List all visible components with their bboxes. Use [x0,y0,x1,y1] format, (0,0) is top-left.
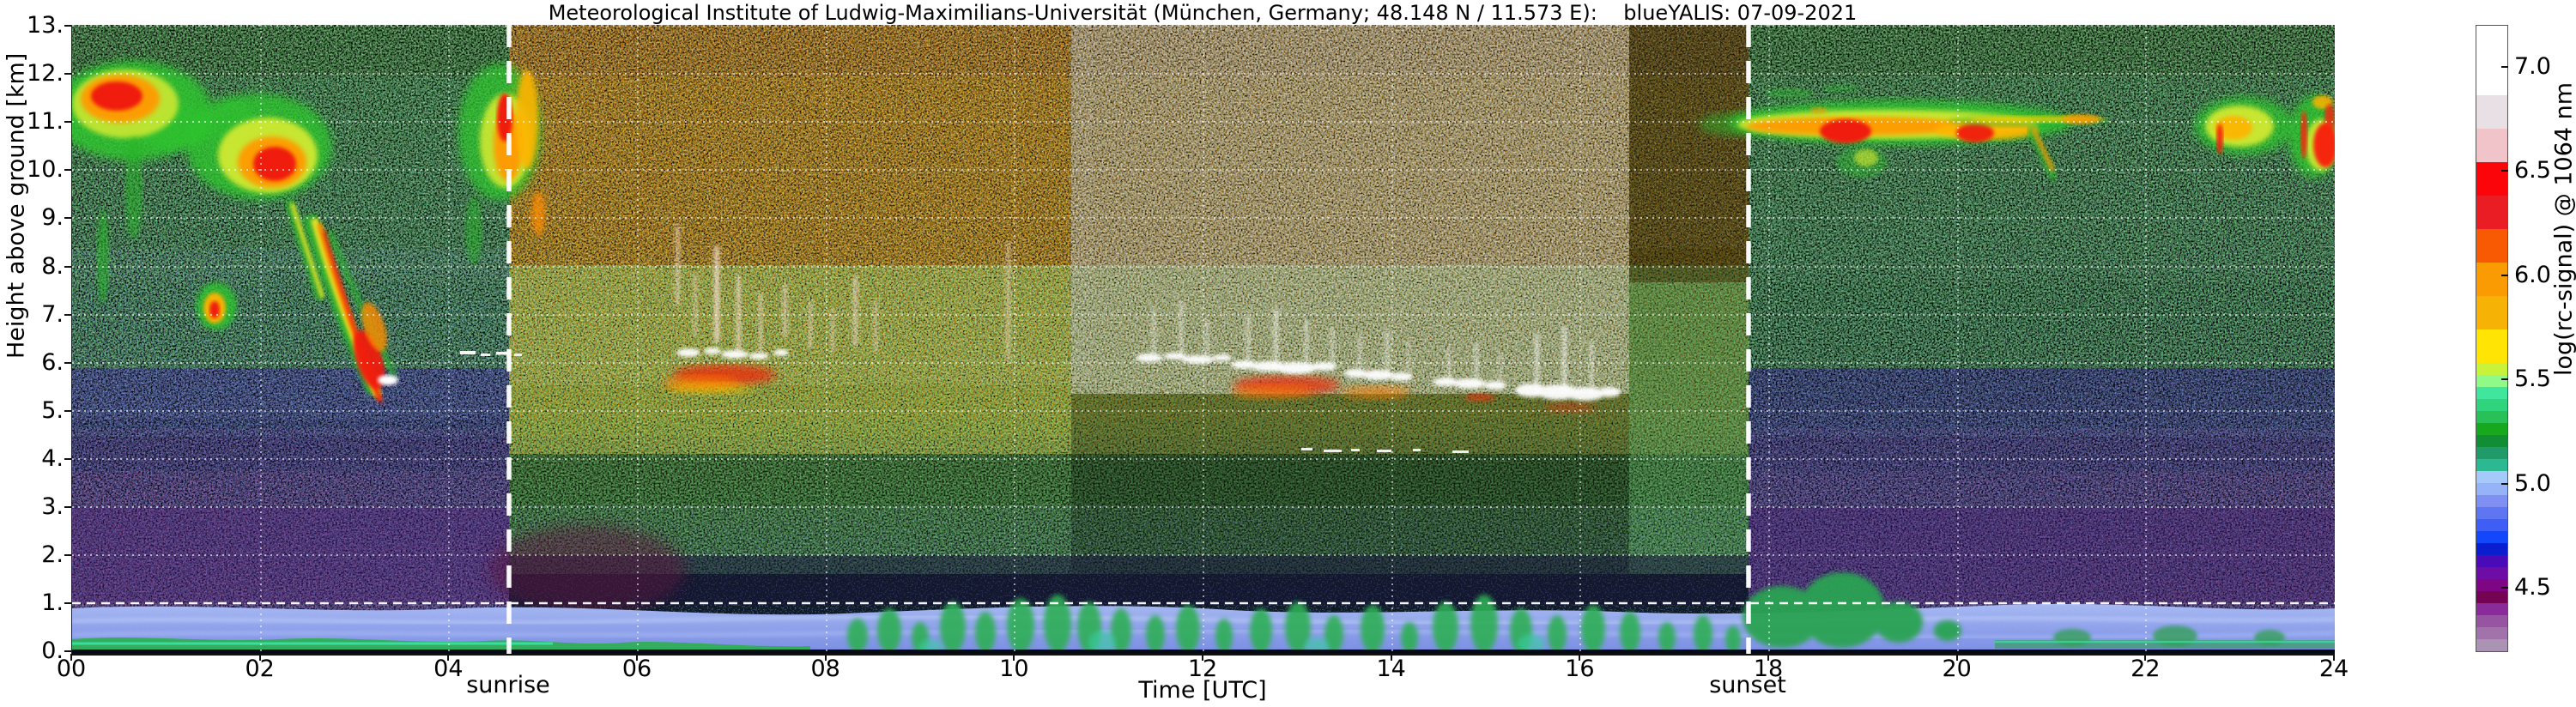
sunrise-label: sunrise [466,672,550,698]
colorbar-segment [2476,263,2507,296]
x-axis-label: Time [UTC] [1138,677,1267,704]
colorbar-segment [2476,543,2507,555]
heatmap-plot-area [53,25,2340,656]
y-tick-mark [64,25,71,27]
colorbar-tick-label: 5.5 [2514,366,2551,393]
colorbar-segment [2476,579,2507,591]
sunset-label: sunset [1709,672,1786,698]
y-tick-mark [64,313,71,316]
y-tick-mark [64,73,71,76]
y-tick-mark [64,361,71,364]
x-tick-mark [1579,654,1581,661]
colorbar-segment [2476,129,2507,162]
y-tick-label: 10. [27,156,64,184]
x-tick-mark [2144,654,2147,661]
colorbar-segment [2476,555,2507,567]
y-tick-label: 0. [41,638,64,664]
y-tick-mark [64,601,71,604]
colorbar-segment [2476,615,2507,627]
colorbar-segment [2476,531,2507,543]
y-tick-label: 5. [41,396,64,424]
y-tick-label: 8. [41,252,64,280]
colorbar-segment [2476,26,2507,95]
y-tick-mark [64,265,71,268]
y-tick-label: 9. [41,204,64,232]
x-tick-mark [1202,654,1203,661]
y-tick-mark [64,217,71,220]
y-tick-mark [64,457,71,460]
x-tick-mark [1013,654,1015,661]
colorbar-tick-label: 5.0 [2514,469,2551,497]
y-tick-mark [64,650,71,652]
colorbar-tick-mark [2501,482,2508,485]
colorbar-segment [2476,639,2507,651]
colorbar-segment [2476,483,2507,495]
colorbar-segment [2476,471,2507,483]
colorbar-segment [2476,196,2507,229]
y-tick-mark [64,505,71,508]
colorbar-tick-mark [2501,65,2508,68]
y-tick-mark [64,121,71,124]
colorbar-segment [2476,627,2507,639]
colorbar-tick-mark [2501,170,2508,172]
colorbar-segment [2476,435,2507,447]
colorbar-segment [2476,447,2507,459]
colorbar-tick-mark [2501,378,2508,381]
y-tick-label: 1. [41,589,64,616]
y-tick-label: 11. [27,108,64,136]
colorbar-tick-mark [2501,587,2508,589]
colorbar-segment [2476,229,2507,263]
colorbar-segment [2476,387,2507,399]
colorbar-segment [2476,507,2507,519]
colorbar-tick-label: 6.5 [2514,157,2551,184]
colorbar-segment [2476,495,2507,507]
lidar-heatmap [53,25,2340,656]
colorbar-segment [2476,411,2507,423]
colorbar-segment [2476,459,2507,471]
colorbar-segment [2476,375,2507,387]
x-tick-mark [258,654,261,661]
colorbar-segment [2476,363,2507,375]
colorbar-tick-label: 7.0 [2514,52,2551,80]
x-tick-mark [70,654,72,661]
colorbar-segment [2476,95,2507,129]
y-tick-label: 7. [41,300,64,328]
x-tick-mark [1767,654,1769,661]
y-tick-label: 12. [27,60,64,88]
colorbar-label: log(rc-signal) @ 1064 nm [2550,82,2576,376]
colorbar-segment [2476,603,2507,615]
colorbar-tick-label: 6.0 [2514,261,2551,288]
colorbar-segment [2476,329,2507,363]
colorbar-tick-label: 4.5 [2514,574,2551,601]
x-tick-mark [447,654,450,661]
x-tick-mark [1955,654,1958,661]
y-tick-label: 2. [41,541,64,568]
y-tick-label: 3. [41,492,64,520]
colorbar-tick-mark [2501,274,2508,276]
y-tick-label: 6. [41,348,64,376]
colorbar [2476,25,2508,652]
y-tick-label: 4. [41,444,64,472]
colorbar-segment [2476,296,2507,329]
colorbar-segment [2476,567,2507,579]
y-tick-label: 13. [27,12,64,39]
colorbar-segment [2476,162,2507,196]
colorbar-segment [2476,423,2507,435]
colorbar-segment [2476,399,2507,411]
x-tick-mark [2333,654,2335,661]
y-tick-mark [64,169,71,172]
x-tick-mark [636,654,638,661]
x-tick-mark [1390,654,1392,661]
x-tick-mark [824,654,827,661]
page-title: Meteorological Institute of Ludwig-Maxim… [548,1,1858,25]
colorbar-segment [2476,591,2507,603]
y-tick-mark [64,409,71,412]
colorbar-segment [2476,519,2507,531]
y-tick-mark [64,553,71,556]
